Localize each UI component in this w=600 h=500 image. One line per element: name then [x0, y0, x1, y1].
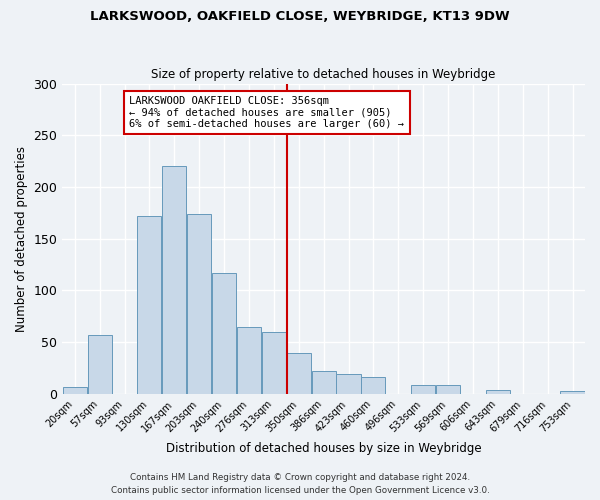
- Bar: [411, 384, 435, 394]
- Text: LARKSWOOD, OAKFIELD CLOSE, WEYBRIDGE, KT13 9DW: LARKSWOOD, OAKFIELD CLOSE, WEYBRIDGE, KT…: [90, 10, 510, 23]
- Bar: [337, 374, 361, 394]
- Bar: [262, 332, 286, 394]
- Bar: [212, 273, 236, 394]
- Text: LARKSWOOD OAKFIELD CLOSE: 356sqm
← 94% of detached houses are smaller (905)
6% o: LARKSWOOD OAKFIELD CLOSE: 356sqm ← 94% o…: [130, 96, 404, 129]
- Text: Contains HM Land Registry data © Crown copyright and database right 2024.
Contai: Contains HM Land Registry data © Crown c…: [110, 474, 490, 495]
- Bar: [560, 391, 584, 394]
- X-axis label: Distribution of detached houses by size in Weybridge: Distribution of detached houses by size …: [166, 442, 481, 455]
- Bar: [361, 378, 385, 394]
- Bar: [187, 214, 211, 394]
- Bar: [486, 390, 510, 394]
- Bar: [436, 384, 460, 394]
- Title: Size of property relative to detached houses in Weybridge: Size of property relative to detached ho…: [151, 68, 496, 81]
- Bar: [287, 352, 311, 394]
- Bar: [88, 335, 112, 394]
- Bar: [162, 166, 187, 394]
- Bar: [62, 386, 87, 394]
- Y-axis label: Number of detached properties: Number of detached properties: [15, 146, 28, 332]
- Bar: [237, 326, 261, 394]
- Bar: [137, 216, 161, 394]
- Bar: [311, 371, 336, 394]
